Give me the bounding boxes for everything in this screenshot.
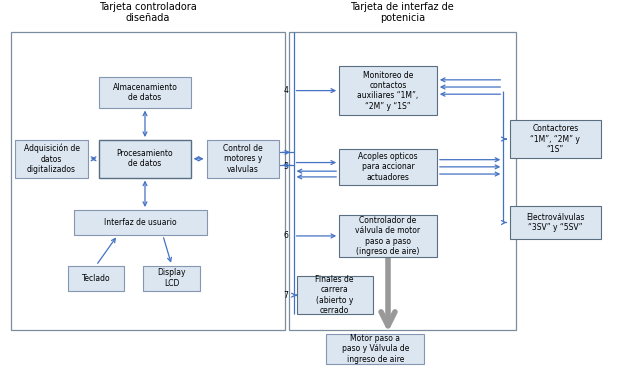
Text: Almacenamiento
de datos: Almacenamiento de datos bbox=[113, 83, 178, 102]
Text: 6: 6 bbox=[284, 232, 288, 240]
FancyBboxPatch shape bbox=[68, 266, 124, 290]
Text: Motor paso a
paso y Válvula de
ingreso de aire: Motor paso a paso y Válvula de ingreso d… bbox=[342, 334, 409, 364]
FancyBboxPatch shape bbox=[339, 66, 437, 115]
Text: Controlador de
válvula de motor
paso a paso
(ingreso de aire): Controlador de válvula de motor paso a p… bbox=[356, 216, 420, 256]
FancyBboxPatch shape bbox=[15, 140, 88, 178]
FancyBboxPatch shape bbox=[339, 215, 437, 257]
FancyBboxPatch shape bbox=[510, 120, 601, 158]
FancyBboxPatch shape bbox=[100, 77, 191, 108]
Text: Tarjeta controladora
diseñada: Tarjeta controladora diseñada bbox=[100, 2, 197, 23]
FancyBboxPatch shape bbox=[297, 276, 373, 314]
FancyBboxPatch shape bbox=[74, 210, 207, 235]
Text: Procesamiento
de datos: Procesamiento de datos bbox=[117, 149, 173, 168]
Text: 7: 7 bbox=[284, 290, 288, 300]
Bar bbox=[11, 32, 285, 330]
Text: Finales de
carrera
(abierto y
cerrado: Finales de carrera (abierto y cerrado bbox=[316, 275, 354, 315]
Text: Acoples opticos
para accionar
actuadores: Acoples opticos para accionar actuadores bbox=[358, 152, 418, 182]
Text: Display
LCD: Display LCD bbox=[158, 268, 186, 288]
Text: Contactores
“1M”, “2M” y
“1S”: Contactores “1M”, “2M” y “1S” bbox=[531, 124, 580, 154]
FancyBboxPatch shape bbox=[100, 140, 191, 178]
Text: Electroválvulas
“3SV” y “5SV”: Electroválvulas “3SV” y “5SV” bbox=[526, 213, 585, 232]
Bar bbox=[288, 32, 516, 330]
Text: 5: 5 bbox=[284, 162, 288, 171]
Text: Teclado: Teclado bbox=[82, 273, 110, 283]
FancyBboxPatch shape bbox=[207, 140, 279, 178]
Text: Control de
motores y
valvulas: Control de motores y valvulas bbox=[223, 144, 262, 174]
Text: 4: 4 bbox=[284, 86, 288, 95]
Text: Tarjeta de interfaz de
potenicia: Tarjeta de interfaz de potenicia bbox=[351, 2, 454, 23]
Text: Monitoreo de
contactos
auxiliares “1M”,
“2M” y “1S”: Monitoreo de contactos auxiliares “1M”, … bbox=[358, 70, 418, 111]
FancyBboxPatch shape bbox=[510, 206, 601, 239]
FancyBboxPatch shape bbox=[143, 266, 200, 290]
Text: Interfaz de usuario: Interfaz de usuario bbox=[104, 218, 177, 227]
Text: Adquisición de
datos
digitalizados: Adquisición de datos digitalizados bbox=[23, 144, 80, 174]
FancyBboxPatch shape bbox=[327, 334, 424, 364]
FancyBboxPatch shape bbox=[339, 149, 437, 185]
